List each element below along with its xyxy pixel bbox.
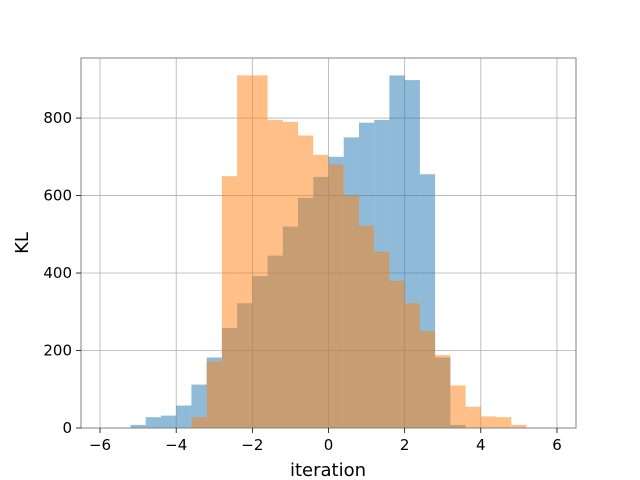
x-tick-label: −4 [165, 436, 187, 454]
histogram-bar [176, 405, 192, 428]
x-tick-label: 2 [400, 436, 410, 454]
histogram-bar [160, 415, 177, 428]
x-tick-label: −6 [89, 436, 111, 454]
x-tick-label: 4 [476, 436, 486, 454]
histogram-bar [358, 225, 375, 428]
histogram-bar [237, 75, 253, 428]
y-axis-label: KL [12, 232, 33, 254]
histogram-bar [435, 355, 451, 428]
histogram-bar [480, 416, 497, 428]
histogram-bar [221, 176, 238, 428]
y-tick-label: 200 [43, 342, 72, 360]
x-tick-label: 6 [552, 436, 562, 454]
histogram-bar [496, 417, 512, 428]
histogram-bar [374, 251, 390, 428]
y-tick-label: 800 [43, 109, 72, 127]
histogram-bar [313, 154, 329, 428]
y-tick-label: 0 [62, 419, 72, 437]
histogram-bar [511, 424, 527, 428]
x-tick-label: −2 [241, 436, 263, 454]
x-axis-label: iteration [290, 460, 366, 480]
axis-ticks: −6 −4 −2 0 2 4 6 0 200 400 600 800 [43, 109, 561, 454]
histogram-bars [130, 75, 527, 429]
histogram-bar [450, 385, 466, 428]
histogram-bar [343, 195, 359, 428]
y-tick-label: 600 [43, 187, 72, 205]
histogram-bar [252, 75, 268, 428]
histogram-bar [404, 303, 420, 428]
histogram-bar [389, 280, 405, 428]
histogram-bar [298, 135, 314, 428]
histogram-bar [206, 361, 222, 428]
x-tick-label: 0 [324, 436, 334, 454]
histogram-bar [145, 417, 161, 428]
y-tick-label: 400 [43, 264, 72, 282]
histogram-bar [465, 406, 481, 428]
histogram-bar [282, 121, 299, 429]
histogram-bar [191, 417, 207, 428]
histogram-bar [419, 331, 436, 428]
histogram-bar [328, 164, 344, 429]
series-1 [191, 75, 527, 429]
histogram-bar [130, 424, 146, 428]
histogram-bar [267, 119, 283, 428]
